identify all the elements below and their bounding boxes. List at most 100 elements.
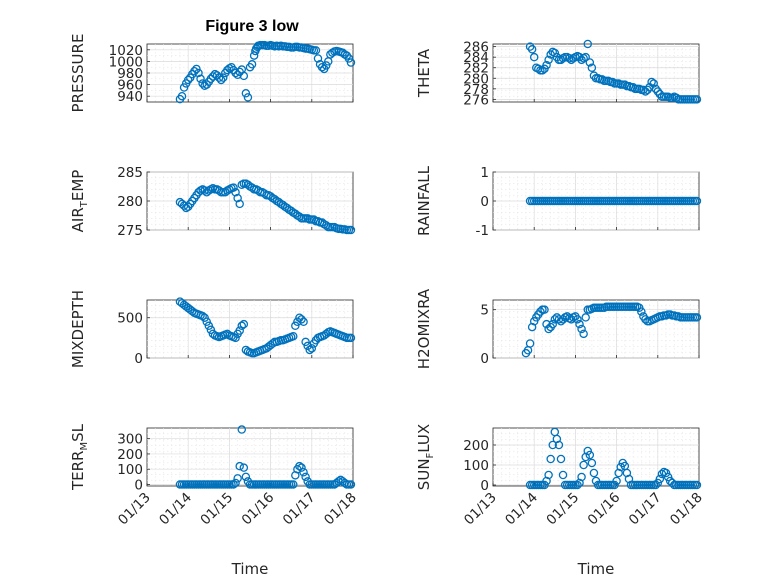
data-point <box>239 463 249 472</box>
data-point <box>637 307 646 316</box>
series-mixdepth <box>175 297 356 358</box>
data-point <box>239 71 249 81</box>
data-point <box>544 55 553 65</box>
ytick-label: 100 <box>463 458 489 474</box>
data-point <box>573 480 582 490</box>
ytick-label: 280 <box>463 71 489 87</box>
ytick-label: 960 <box>117 78 143 94</box>
data-point <box>536 307 545 316</box>
ytick-label: 275 <box>117 223 143 239</box>
data-point <box>241 472 251 482</box>
data-point <box>346 480 356 489</box>
y-axis-label-main: PRESSURE <box>69 34 87 113</box>
ytick-label: 200 <box>463 438 489 454</box>
data-point <box>612 476 621 486</box>
figure-title: Figure 3 low <box>205 18 299 35</box>
data-point <box>239 319 249 329</box>
data-point <box>311 46 321 55</box>
y-axis-label-subscript: F <box>425 452 436 458</box>
y-axis-label-main: TERR <box>69 451 87 492</box>
data-point <box>321 329 331 339</box>
data-point <box>610 480 619 490</box>
ytick-label: 282 <box>463 61 489 77</box>
data-point <box>216 75 226 85</box>
data-point <box>229 183 238 192</box>
data-point <box>581 52 590 62</box>
data-point <box>346 333 356 343</box>
data-point <box>206 325 216 335</box>
data-point <box>291 321 300 331</box>
data-point <box>554 440 564 450</box>
data-point <box>192 64 201 74</box>
ytick-label: -1 <box>476 223 489 239</box>
data-point <box>653 87 663 96</box>
data-point <box>231 478 240 488</box>
data-point <box>550 48 560 58</box>
data-point <box>190 67 199 76</box>
data-point <box>202 317 211 326</box>
data-point <box>208 72 218 81</box>
data-point <box>229 480 238 489</box>
data-point <box>235 461 244 471</box>
data-point <box>542 60 551 70</box>
data-point <box>585 58 595 67</box>
data-point <box>305 345 314 355</box>
data-point <box>194 68 203 78</box>
data-point <box>577 324 586 334</box>
data-point <box>597 75 607 84</box>
data-point <box>663 472 673 482</box>
ytick-label: 5 <box>480 303 489 319</box>
series-theta <box>525 39 702 104</box>
data-point <box>237 425 247 434</box>
ytick-label: 940 <box>117 89 143 105</box>
panel-mixdepth: 0 500 MIXDEPTH <box>69 290 356 368</box>
data-point <box>558 470 568 480</box>
data-point <box>628 82 638 92</box>
data-point <box>641 315 650 324</box>
data-point <box>575 319 584 329</box>
grid-h2omixra <box>493 300 699 359</box>
data-point <box>198 311 207 321</box>
y-axis-label-main: MIXDEPTH <box>69 290 87 368</box>
ytick-label: 0 <box>480 478 489 494</box>
data-point <box>527 45 537 54</box>
data-point <box>177 91 187 101</box>
data-point <box>546 454 555 464</box>
y-axis-label-main: SUN <box>415 458 433 490</box>
ytick-label: 100 <box>117 462 143 478</box>
data-point <box>585 450 595 460</box>
y-axis-label: THETA <box>415 48 433 98</box>
data-point <box>237 321 247 331</box>
ytick-label: 286 <box>463 40 489 56</box>
y-axis-label: PRESSURE <box>69 34 87 113</box>
data-point <box>548 319 557 329</box>
data-point <box>235 199 244 209</box>
data-point <box>340 478 350 488</box>
data-point <box>529 52 539 62</box>
data-point <box>231 333 240 343</box>
data-point <box>233 193 242 203</box>
data-point <box>651 480 660 490</box>
data-point <box>247 60 257 69</box>
y-axis-label-main: H2OMIXRA <box>415 288 433 369</box>
data-point <box>231 68 240 78</box>
data-point <box>293 317 302 326</box>
data-point <box>235 326 244 335</box>
data-point <box>534 64 543 74</box>
data-point <box>577 472 586 482</box>
series-rainfall <box>525 196 702 206</box>
data-point <box>579 460 588 470</box>
data-point <box>540 480 549 490</box>
ytick-label: 0 <box>480 194 489 210</box>
data-point <box>301 337 310 347</box>
data-point <box>346 225 356 235</box>
data-point <box>321 61 331 70</box>
data-point <box>587 63 597 72</box>
data-point <box>651 84 660 94</box>
y-axis-label: SUNFLUX <box>415 424 436 490</box>
y-axis-label: AIRTEMP <box>69 170 90 233</box>
